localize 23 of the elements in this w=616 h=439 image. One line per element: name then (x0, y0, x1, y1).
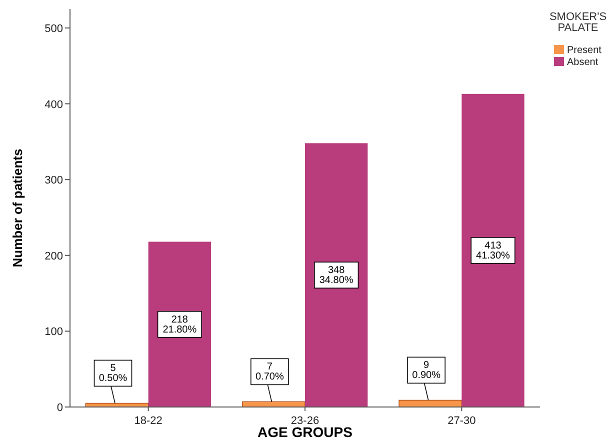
y-tick-label: 100 (44, 326, 63, 338)
legend-title: SMOKER'S PALATE (549, 11, 607, 34)
data-label: 9 0.90% (412, 360, 441, 382)
y-tick-label: 0 (56, 402, 63, 414)
y-tick-label: 400 (44, 98, 63, 111)
bar (305, 143, 368, 407)
y-tick-label: 300 (44, 174, 63, 187)
x-tick-label: 27-30 (448, 415, 476, 427)
data-label: 348 34.80% (319, 265, 354, 286)
data-label: 7 0.70% (255, 362, 284, 383)
y-axis-title: Number of patients (10, 148, 25, 268)
bar (462, 94, 524, 407)
legend-label: Present (567, 45, 602, 56)
bar (148, 242, 211, 407)
x-tick-label: 23-26 (290, 415, 320, 427)
data-label: 218 21.80% (162, 314, 197, 336)
legend-label: Absent (567, 57, 598, 68)
data-label: 413 41.30% (476, 240, 510, 262)
x-tick-label: 18-22 (134, 415, 162, 427)
y-tick-label: 500 (44, 22, 63, 35)
y-tick-label: 200 (44, 250, 63, 262)
x-axis-title: AGE GROUPS (258, 424, 352, 439)
data-label: 5 0.50% (98, 363, 128, 384)
